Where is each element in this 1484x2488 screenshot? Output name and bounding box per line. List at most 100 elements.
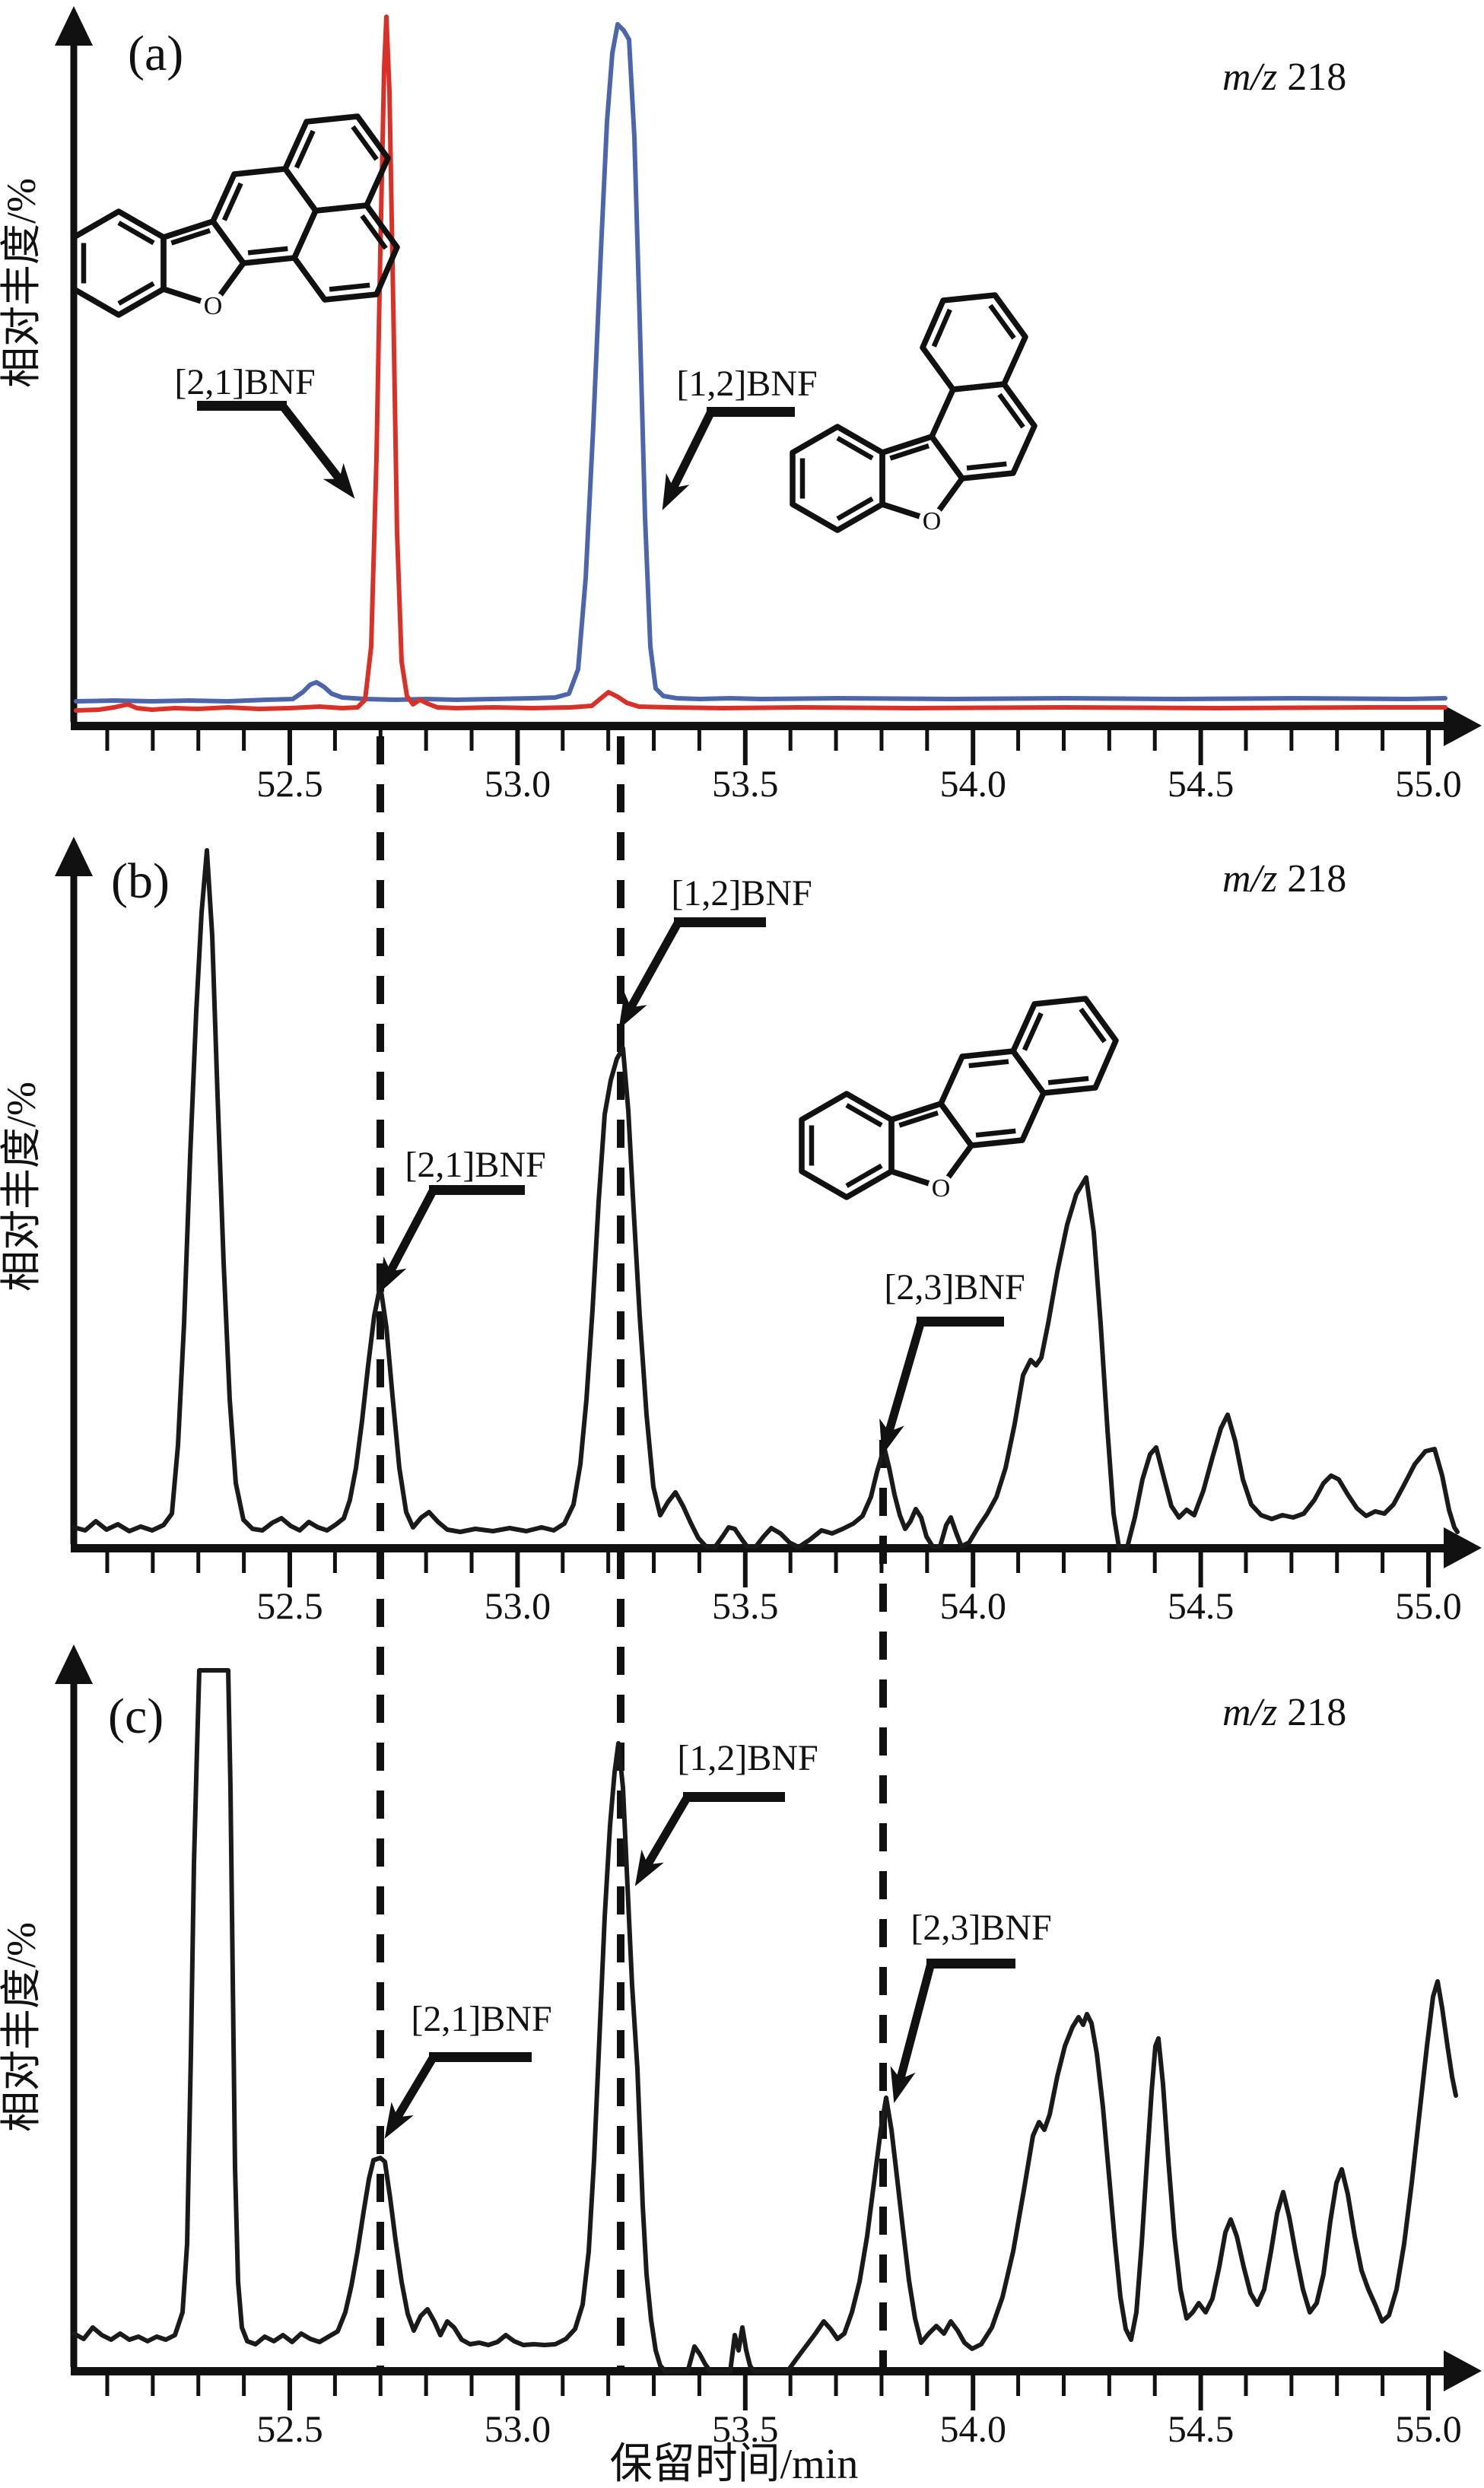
x-axis-b	[71, 1544, 1447, 1552]
y-axis-title-b: 相对丰度/%	[0, 1082, 44, 1292]
minor-tick-c	[1335, 2375, 1339, 2396]
major-tick-b	[515, 1552, 520, 1587]
minor-tick-c	[1016, 2375, 1021, 2396]
x-axis-title: 保留时间/min	[610, 2441, 859, 2488]
minor-tick-a	[879, 730, 884, 751]
minor-tick-b	[1152, 1552, 1157, 1573]
peak-c-bnf12-label: [1,2]BNF	[677, 1738, 818, 1778]
structure-bnf21-furan-ring-double-bond	[170, 228, 211, 246]
structure-bnf12-benzo-ring	[790, 424, 885, 533]
major-tick-b	[1426, 1552, 1431, 1587]
minor-tick-a	[105, 730, 110, 751]
minor-tick-c	[834, 2375, 838, 2396]
trace-bnf12-standard	[74, 22, 1447, 704]
minor-tick-b	[788, 1552, 793, 1573]
x-tick-label-a-54.5: 54.5	[1168, 762, 1235, 805]
structure-bnf23-oxygen-icon: O	[932, 1174, 951, 1203]
trace-bnf21-standard	[74, 14, 1447, 713]
peak-c-bnf23-arrow-shaft	[895, 1962, 936, 2083]
structure-bnf21-naphtho-ring1-double-bond	[221, 182, 243, 221]
minor-tick-c	[378, 2375, 383, 2396]
minor-tick-b	[606, 1552, 611, 1573]
minor-tick-a	[196, 730, 201, 751]
structure-bnf12-naphtho-ring1-double-bond	[997, 392, 1025, 429]
major-tick-a	[1426, 730, 1431, 765]
minor-tick-b	[1335, 1552, 1339, 1573]
minor-tick-c	[1107, 2375, 1111, 2396]
minor-tick-a	[1061, 730, 1066, 751]
x-tick-label-b-55.0: 55.0	[1395, 1584, 1462, 1627]
minor-tick-a	[242, 730, 246, 751]
minor-tick-b	[697, 1552, 701, 1573]
minor-tick-c	[1381, 2375, 1385, 2396]
minor-tick-b	[242, 1552, 246, 1573]
structure-bnf21-naphtho-ring2-double-bond	[351, 125, 379, 161]
peak-b-bnf21-label: [2,1]BNF	[405, 1145, 545, 1185]
minor-tick-b	[925, 1552, 929, 1573]
major-tick-b	[742, 1552, 748, 1587]
x-tick-label-c-55.0: 55.0	[1395, 2407, 1462, 2450]
minor-tick-c	[697, 2375, 701, 2396]
peak-a-bnf21-arrow-head-icon	[323, 462, 355, 499]
x-tick-label-c-52.5: 52.5	[256, 2407, 323, 2450]
trace-sample-c	[71, 1668, 1458, 2374]
structure-bnf23-benzo-ring-double-bond	[845, 1163, 883, 1188]
structure-bnf21-naphtho-ring3-double-bond	[329, 282, 370, 292]
x-tick-label-c-53.5: 53.5	[712, 2407, 779, 2450]
major-tick-b	[1198, 1552, 1203, 1587]
minor-tick-c	[332, 2375, 337, 2396]
structure-bnf23-naphtho-ring2-double-bond	[1079, 1007, 1107, 1044]
minor-tick-b	[1381, 1552, 1385, 1573]
minor-tick-c	[469, 2375, 474, 2396]
structure-bnf21-naphtho-ring3-double-bond	[360, 214, 388, 250]
minor-tick-b	[469, 1552, 474, 1573]
minor-tick-c	[1061, 2375, 1066, 2396]
y-axis-title-a: 相对丰度/%	[0, 178, 44, 388]
minor-tick-c	[105, 2375, 110, 2396]
panel-tag-a: (a)	[128, 26, 183, 81]
minor-tick-a	[1152, 730, 1157, 751]
minor-tick-b	[1016, 1552, 1021, 1573]
structure-bnf21-benzo-ring-double-bond	[117, 281, 155, 306]
x-axis-a	[71, 722, 1447, 730]
major-tick-b	[971, 1552, 976, 1587]
structure-bnf12-naphtho-ring2-double-bond	[931, 308, 952, 348]
minor-tick-c	[879, 2375, 884, 2396]
peak-b-bnf12-leader	[674, 917, 766, 927]
peak-b-bnf23-arrow-head-icon	[879, 1418, 904, 1456]
minor-tick-c	[925, 2375, 929, 2396]
panel-tag-b: (b)	[111, 853, 170, 909]
structure-bnf12-naphtho-ring2-double-bond	[988, 303, 1016, 340]
major-tick-c	[288, 2375, 292, 2410]
minor-tick-b	[151, 1552, 155, 1573]
major-tick-b	[288, 1552, 292, 1587]
peak-a-bnf12-leader	[707, 407, 795, 417]
structure-bnf23-naphtho-ring2-double-bond	[1047, 1076, 1089, 1085]
structure-bnf23-oxygen-icon-mask	[928, 1174, 954, 1200]
minor-tick-b	[1244, 1552, 1248, 1573]
structure-bnf12-furan-ring-double-bond	[889, 443, 930, 461]
major-tick-a	[971, 730, 976, 765]
structure-bnf23-naphtho-ring1-double-bond	[975, 1128, 1016, 1138]
minor-tick-a	[151, 730, 155, 751]
structure-bnf23-naphtho-ring2	[1010, 996, 1119, 1096]
peak-a-bnf12-arrow-shaft	[669, 409, 715, 492]
peak-b-bnf12-arrow-shaft	[626, 920, 682, 1012]
x-tick-label-b-53.5: 53.5	[712, 1584, 779, 1627]
minor-tick-a	[606, 730, 611, 751]
peak-b-bnf23-label: [2,3]BNF	[884, 1267, 1025, 1308]
structure-bnf12-oxygen-icon-mask	[919, 507, 945, 533]
minor-tick-c	[1152, 2375, 1157, 2396]
minor-tick-a	[788, 730, 793, 751]
peak-b-bnf23-arrow-shaft	[884, 1320, 926, 1435]
mz-label-c: m/z 218	[1222, 1691, 1346, 1734]
structure-bnf21-benzo-ring-double-bond	[117, 221, 155, 246]
minor-tick-a	[1016, 730, 1021, 751]
minor-tick-c	[1244, 2375, 1248, 2396]
x-tick-label-c-54.0: 54.0	[939, 2407, 1006, 2450]
structure-bnf21-benzo-ring	[71, 208, 167, 318]
x-tick-label-b-53.0: 53.0	[485, 1584, 551, 1627]
x-tick-label-b-52.5: 52.5	[256, 1584, 323, 1627]
peak-b-bnf23-leader	[917, 1317, 1004, 1327]
